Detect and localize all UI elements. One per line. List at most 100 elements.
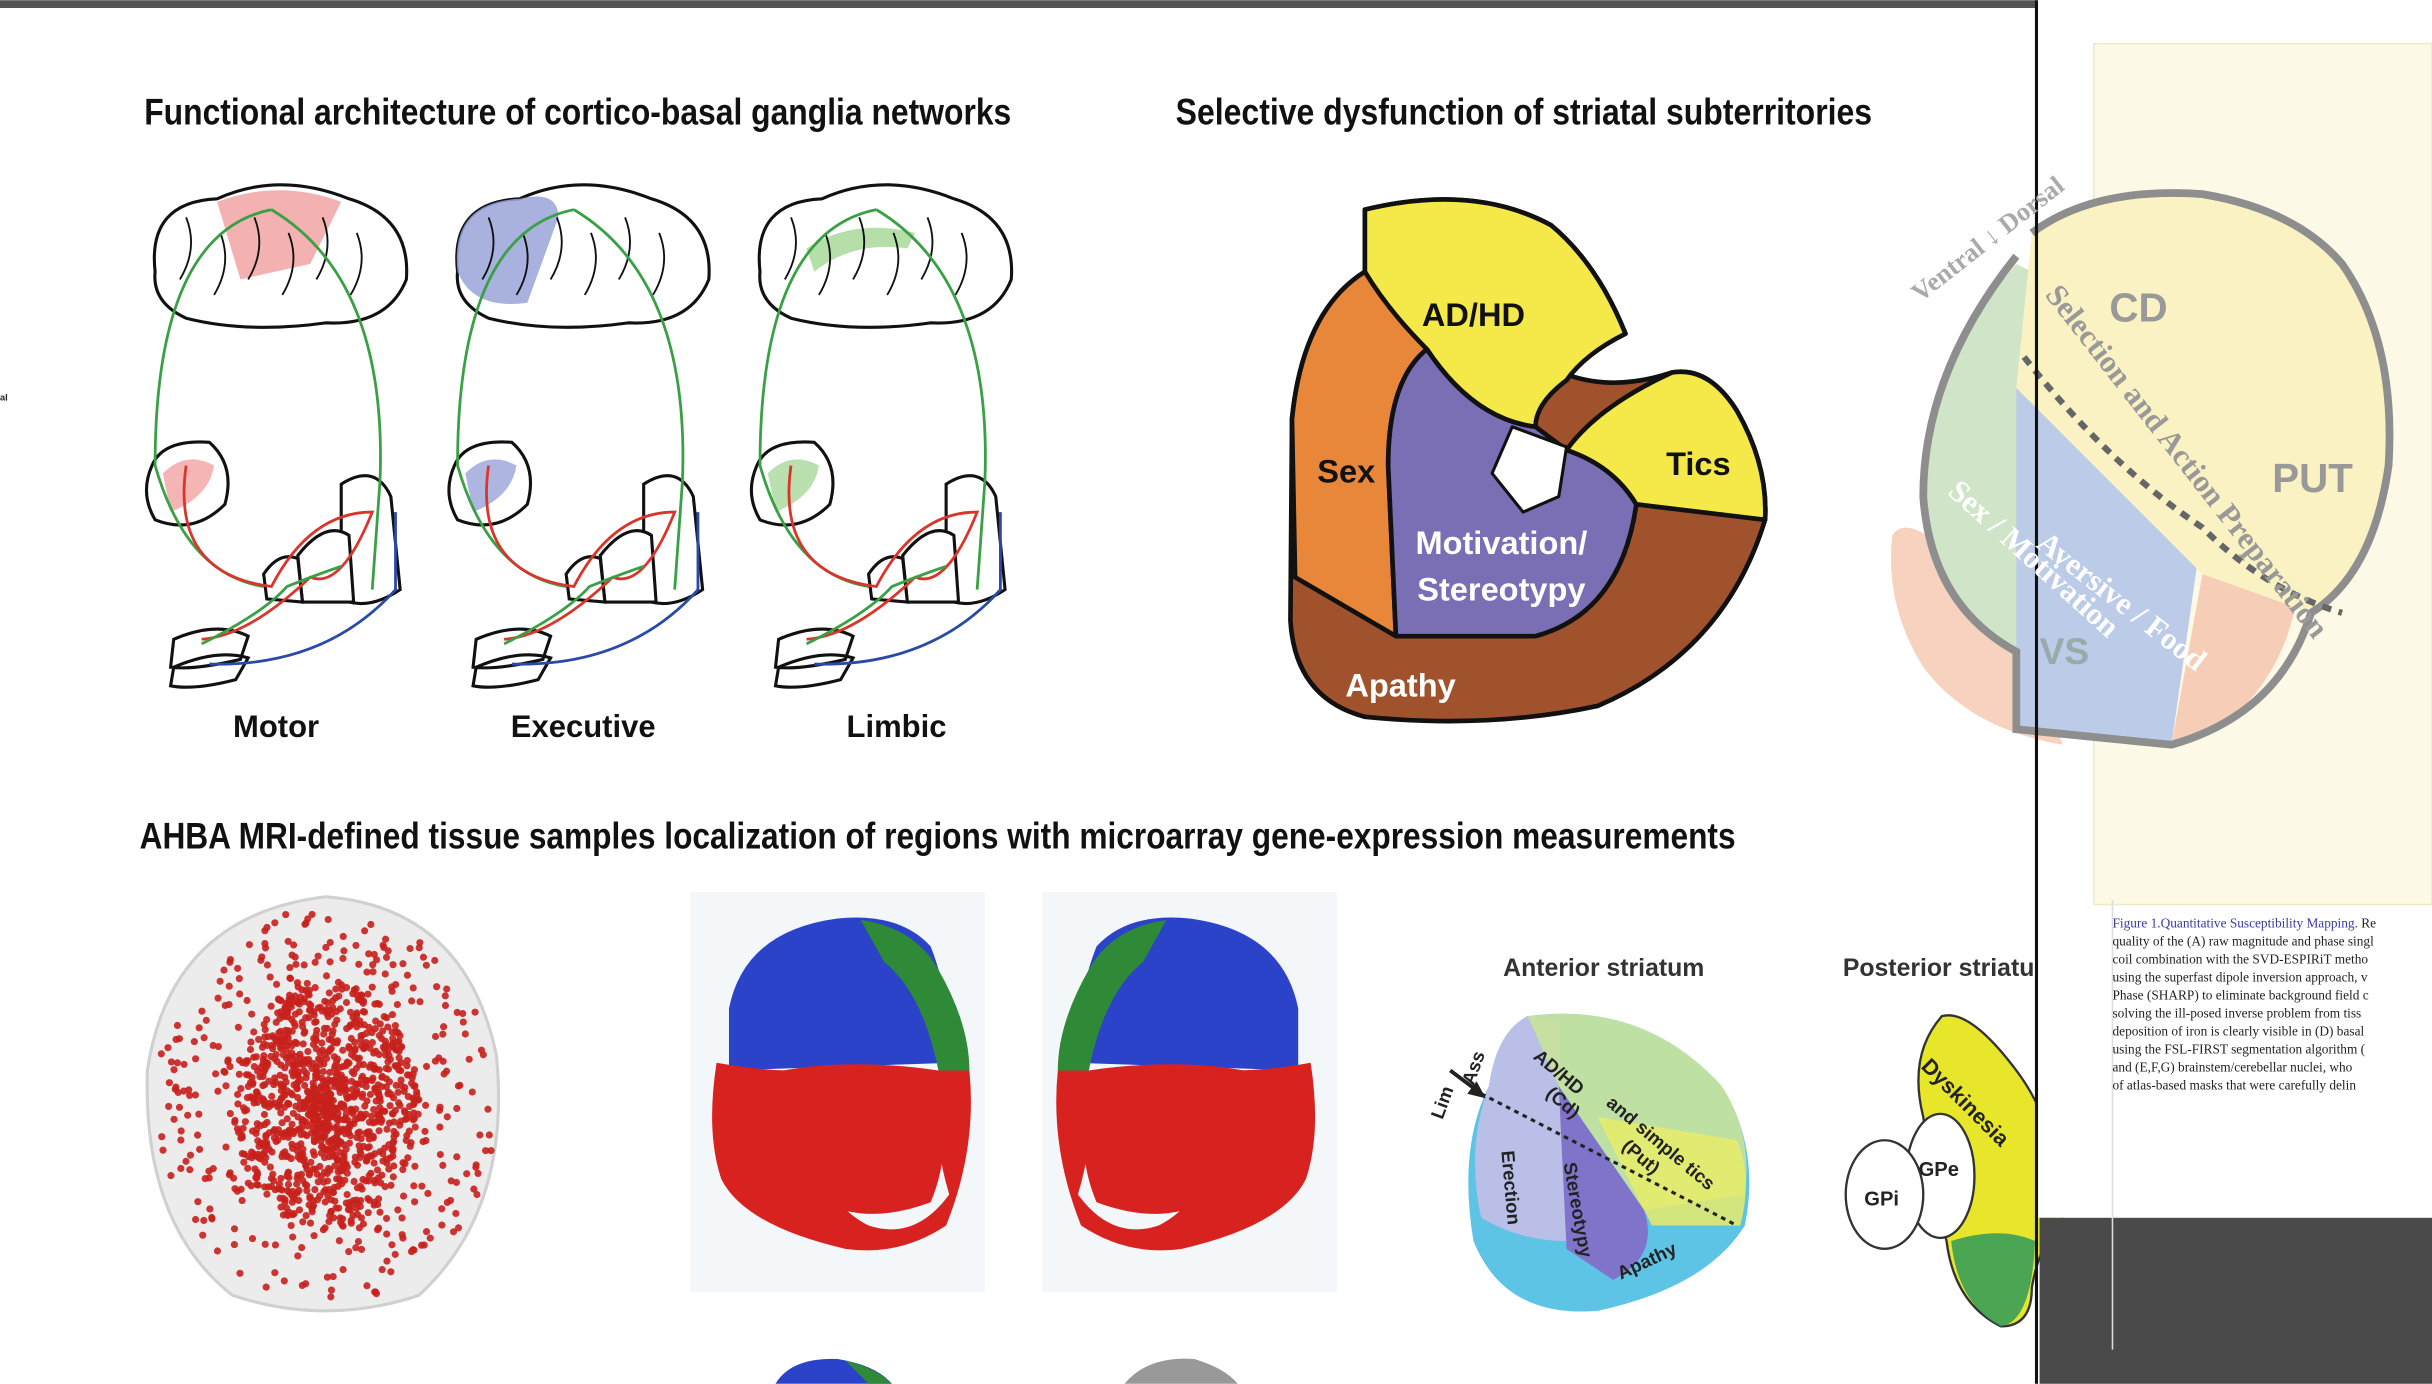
sample-dot bbox=[248, 1154, 256, 1162]
sample-dot bbox=[260, 1110, 269, 1119]
region-label: Tics bbox=[1666, 446, 1731, 482]
sample-dot bbox=[389, 1034, 397, 1042]
sample-dot bbox=[377, 1118, 385, 1126]
sample-dot bbox=[302, 919, 310, 927]
sample-dot bbox=[287, 1089, 295, 1097]
posterior-map-part bbox=[1951, 1233, 2035, 1327]
sample-dot bbox=[332, 985, 340, 993]
sample-dot bbox=[322, 972, 331, 980]
sample-dot bbox=[355, 1054, 363, 1062]
sample-dot bbox=[365, 1172, 373, 1180]
sample-dot bbox=[258, 1043, 266, 1051]
sample-dot bbox=[311, 958, 319, 966]
sample-dot bbox=[349, 1197, 357, 1205]
sample-dot bbox=[370, 1159, 378, 1167]
sample-dot bbox=[352, 1105, 360, 1113]
sample-dot bbox=[358, 1072, 367, 1080]
sample-dot bbox=[276, 1014, 284, 1023]
sample-dot bbox=[333, 1122, 341, 1131]
sample-dot bbox=[477, 1046, 486, 1054]
sample-dot bbox=[250, 1053, 258, 1061]
sample-dot bbox=[177, 1164, 185, 1173]
sulcus bbox=[618, 217, 631, 280]
sample-dot bbox=[487, 1147, 495, 1155]
sample-dot bbox=[186, 1166, 194, 1174]
sample-dot bbox=[344, 1126, 352, 1134]
sample-dot bbox=[257, 1063, 265, 1072]
pathway bbox=[182, 465, 375, 641]
sample-dot bbox=[308, 910, 316, 918]
sample-dot bbox=[320, 1024, 329, 1032]
sample-dot bbox=[378, 1072, 386, 1080]
sample-dot bbox=[294, 1252, 302, 1260]
sample-dot bbox=[409, 984, 417, 992]
sample-dot bbox=[368, 1152, 376, 1160]
sample-dot bbox=[261, 940, 269, 948]
sample-dot bbox=[385, 1078, 394, 1086]
sample-dot bbox=[318, 1074, 326, 1082]
region-label: Apathy bbox=[1345, 668, 1455, 704]
sample-dot bbox=[253, 1120, 261, 1128]
sample-dot bbox=[395, 1054, 403, 1062]
sample-dot bbox=[321, 997, 329, 1005]
sample-dot bbox=[237, 1134, 245, 1142]
hemisphere-renders-part bbox=[1057, 920, 1167, 1071]
sample-dot bbox=[304, 1096, 312, 1104]
sample-dot bbox=[297, 1131, 305, 1139]
sample-dot bbox=[288, 1120, 296, 1128]
sample-dot bbox=[320, 1051, 329, 1059]
sample-dot bbox=[241, 1118, 249, 1126]
sample-dot bbox=[356, 1112, 364, 1120]
sample-dot bbox=[339, 932, 347, 941]
sample-dot bbox=[453, 1008, 461, 1017]
sample-dot bbox=[221, 1068, 229, 1076]
overlay-page-part bbox=[2171, 574, 2296, 745]
sample-dot bbox=[306, 1106, 314, 1114]
sample-dot bbox=[454, 1224, 463, 1232]
sample-dot bbox=[348, 1050, 356, 1059]
sample-dot bbox=[302, 1056, 310, 1064]
nucleus bbox=[262, 555, 305, 604]
sample-dot bbox=[212, 1070, 220, 1078]
posterior-map-part bbox=[1844, 1139, 1925, 1250]
sample-dot bbox=[431, 956, 439, 965]
sample-dot bbox=[244, 1164, 252, 1172]
sample-dot bbox=[226, 1110, 234, 1118]
sample-dot bbox=[355, 1224, 363, 1232]
sample-dot bbox=[356, 1017, 364, 1025]
sample-dot bbox=[310, 1034, 318, 1043]
sample-dot bbox=[272, 980, 281, 988]
sample-dot bbox=[409, 1094, 417, 1102]
sample-dot bbox=[474, 1169, 482, 1178]
sulcus bbox=[481, 217, 495, 280]
sample-dot bbox=[383, 1257, 391, 1265]
sample-dot bbox=[391, 1106, 399, 1115]
sample-dot bbox=[298, 1244, 306, 1252]
sample-dot bbox=[222, 1082, 230, 1090]
sample-dot bbox=[220, 966, 228, 974]
sample-dot bbox=[335, 1237, 343, 1245]
sample-dot bbox=[294, 1093, 302, 1102]
sample-dot bbox=[357, 1080, 366, 1088]
hemisphere-renders-part bbox=[860, 920, 970, 1071]
sample-dot bbox=[288, 1127, 297, 1135]
sample-dot bbox=[336, 1005, 344, 1013]
pathway bbox=[201, 565, 342, 646]
sample-dot bbox=[369, 961, 377, 969]
sample-dot bbox=[406, 944, 414, 953]
sample-dot bbox=[310, 1116, 318, 1124]
sample-dot bbox=[441, 992, 449, 1000]
sample-dot bbox=[383, 1125, 391, 1133]
sample-dot bbox=[395, 1099, 403, 1107]
sample-dot bbox=[418, 1241, 426, 1249]
sample-dot bbox=[352, 985, 360, 993]
sample-dot bbox=[416, 998, 424, 1006]
sample-dot bbox=[379, 1027, 387, 1035]
sample-dot bbox=[374, 1088, 383, 1096]
pathway bbox=[503, 565, 645, 646]
sample-dot bbox=[329, 1027, 337, 1035]
sulcus bbox=[549, 217, 563, 280]
sample-dot bbox=[422, 1062, 431, 1070]
sample-dot bbox=[261, 1240, 269, 1248]
